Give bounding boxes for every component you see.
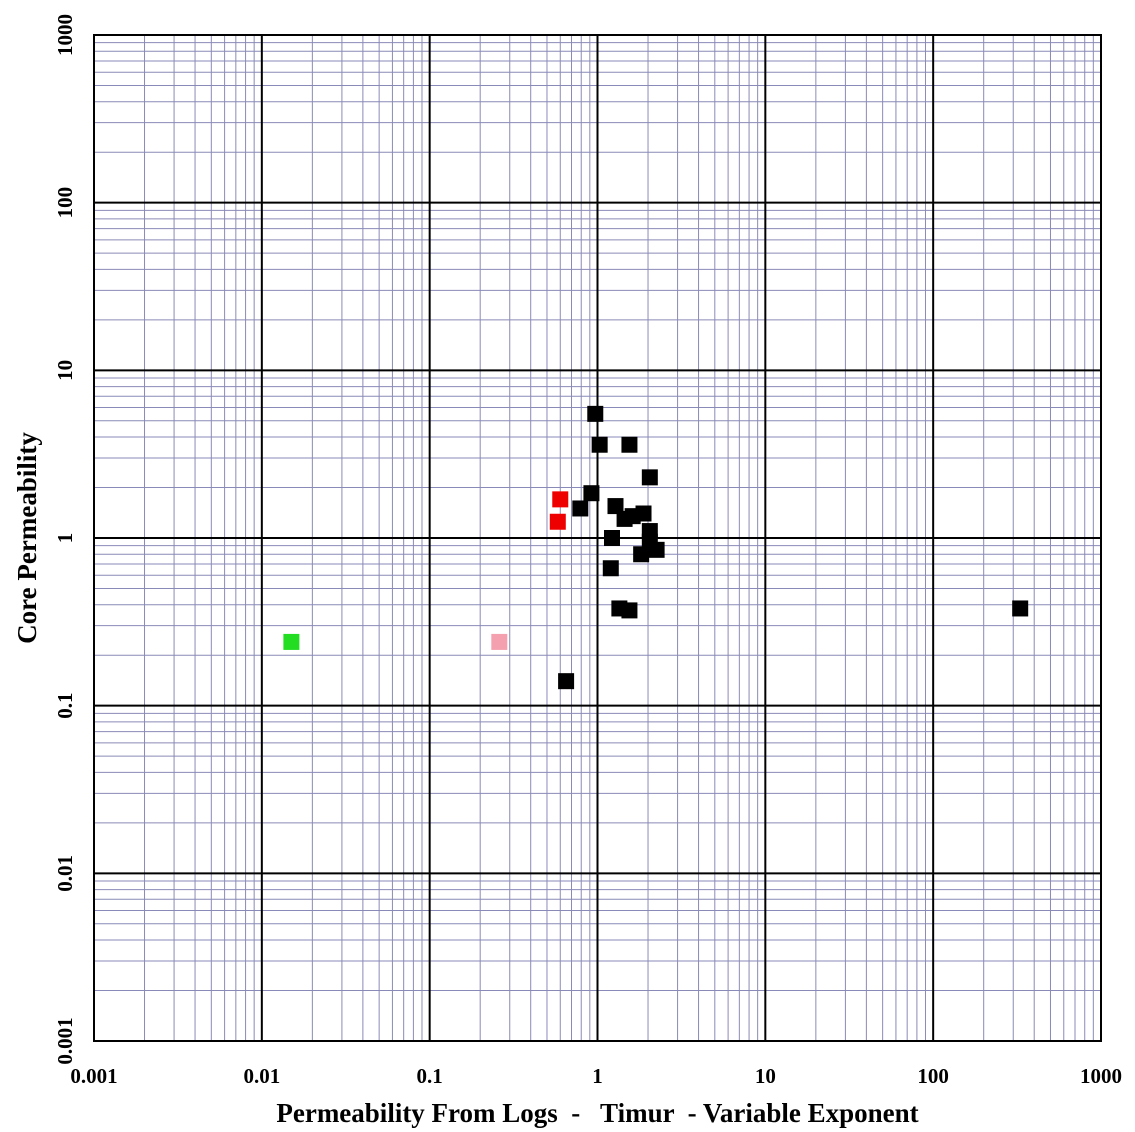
y-tick-label: 10	[53, 360, 77, 381]
major-gridlines	[93, 34, 1102, 1042]
data-point	[572, 500, 589, 517]
data-points	[283, 405, 1029, 690]
x-tick-label: 10	[755, 1064, 776, 1088]
data-point	[583, 485, 600, 502]
plot-area-frame	[93, 34, 1102, 1042]
data-point	[1012, 600, 1029, 617]
y-tick-label: 1000	[53, 14, 77, 56]
data-point	[648, 541, 665, 558]
data-point	[552, 491, 569, 508]
y-tick-label: 0.001	[53, 1017, 77, 1064]
x-tick-label: 0.001	[70, 1064, 117, 1088]
data-point	[558, 673, 575, 690]
y-tick-label: 1	[53, 533, 77, 544]
x-tick-label: 100	[917, 1064, 949, 1088]
data-point	[549, 513, 566, 530]
data-point	[607, 498, 624, 515]
x-axis-tick-labels: 0.001 0.01 0.1 1 10 100 1000	[70, 1064, 1122, 1088]
y-axis-title: Core Permeability	[12, 432, 42, 644]
y-axis-tick-labels: 0.001 0.01 0.1 1 10 100 1000	[53, 14, 77, 1065]
y-tick-label: 0.1	[53, 693, 77, 719]
data-point	[633, 546, 650, 563]
data-point	[283, 633, 300, 650]
data-point	[621, 436, 638, 453]
x-tick-label: 1	[592, 1064, 603, 1088]
data-point	[635, 505, 652, 522]
data-point	[491, 633, 508, 650]
data-point	[641, 469, 658, 486]
y-tick-label: 0.01	[53, 855, 77, 892]
data-point	[591, 436, 608, 453]
x-axis-title: Permeability From Logs - Timur - Variabl…	[276, 1098, 918, 1128]
data-point	[602, 560, 619, 577]
y-tick-label: 100	[53, 187, 77, 219]
x-tick-label: 1000	[1080, 1064, 1122, 1088]
data-point	[621, 602, 638, 619]
x-tick-label: 0.1	[417, 1064, 443, 1088]
data-point	[603, 530, 620, 546]
x-tick-label: 0.01	[243, 1064, 280, 1088]
data-point	[587, 405, 604, 422]
